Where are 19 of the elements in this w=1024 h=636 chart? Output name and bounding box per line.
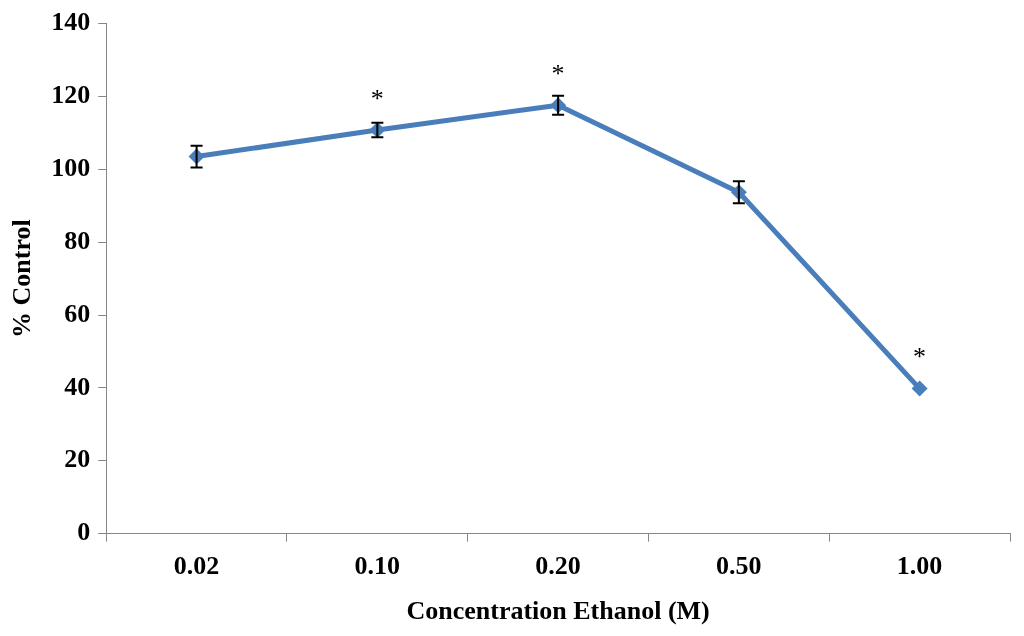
y-tick-label: 100	[51, 153, 91, 183]
x-tick-label: 0.10	[354, 550, 401, 580]
point	[911, 380, 928, 397]
y-tick-label: 120	[51, 80, 91, 110]
x-tick-label: 0.02	[173, 550, 220, 580]
annotation: *	[913, 342, 927, 372]
y-tick-label: 80	[64, 225, 91, 255]
y-tick-label: 60	[64, 298, 91, 328]
x-tick-label: 1.00	[896, 550, 943, 580]
y-tick-label: 0	[77, 517, 91, 547]
y-axis-title: % Control	[7, 219, 37, 338]
annotation: *	[370, 83, 384, 113]
x-tick-label: 0.50	[716, 550, 762, 580]
y-tick-label: 40	[64, 371, 91, 401]
x-axis-title: Concentration Ethanol (M)	[406, 596, 710, 626]
x-tick-label: 0.20	[535, 550, 581, 580]
y-tick-label: 140	[51, 7, 91, 37]
annotation: *	[551, 59, 565, 89]
y-tick-label: 20	[64, 444, 91, 474]
